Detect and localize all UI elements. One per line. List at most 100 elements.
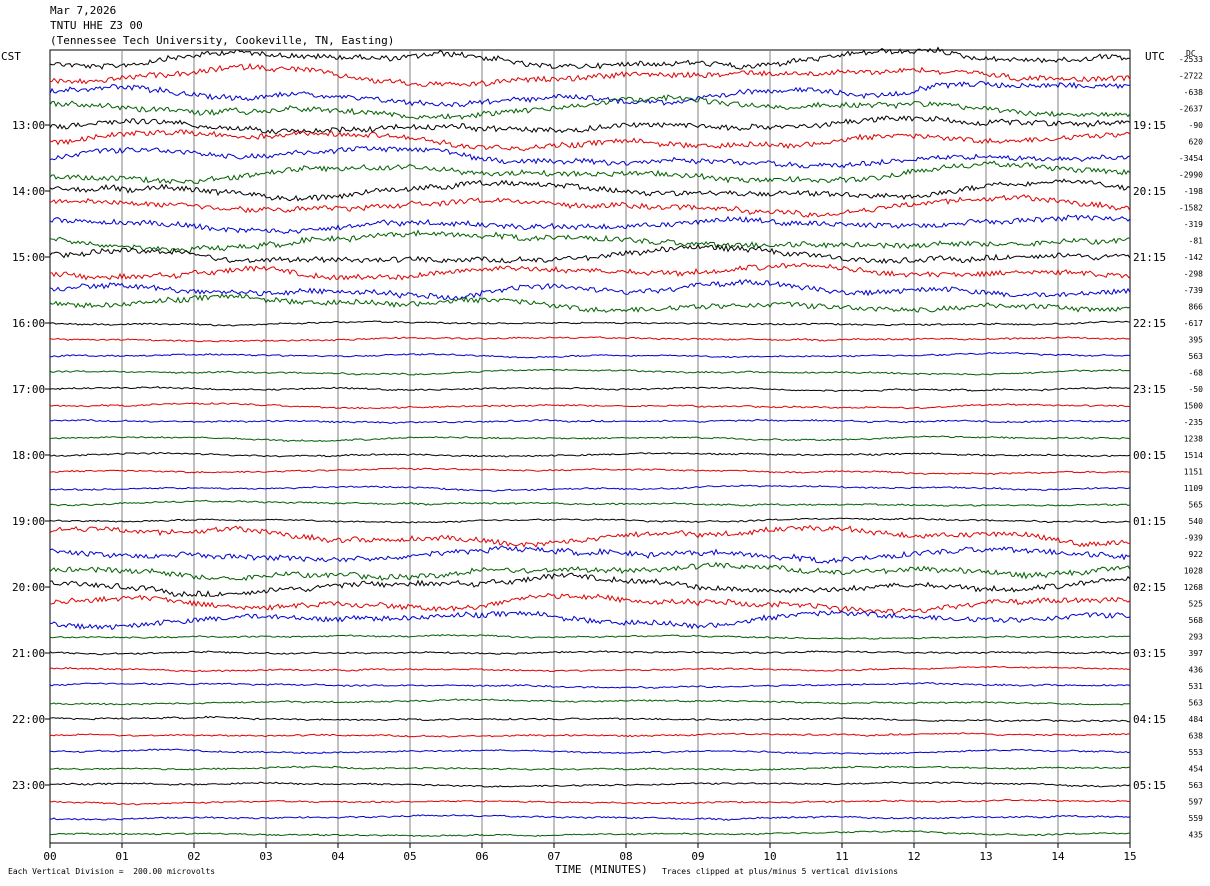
cst-hour-label: 20:00 [12,581,45,594]
x-tick-label: 06 [475,850,488,863]
x-tick-label: 14 [1051,850,1065,863]
seismic-trace [49,279,1131,301]
seismic-trace [49,650,1131,656]
seismic-trace [49,320,1131,327]
utc-hour-label: 23:15 [1133,383,1166,396]
dc-offset-label: -617 [1184,319,1203,328]
dc-offset-label: -2637 [1179,105,1203,114]
seismic-trace [49,765,1131,771]
x-tick-label: 03 [259,850,272,863]
dc-offset-label: 1514 [1184,451,1203,460]
seismic-trace [49,46,1131,70]
dc-offset-label: 563 [1189,781,1204,790]
seismic-trace [49,561,1131,582]
dc-offset-label: -2533 [1179,55,1203,64]
x-tick-label: 02 [187,850,200,863]
seismic-trace [49,386,1131,393]
seismic-trace [49,572,1131,598]
seismic-trace [49,610,1131,631]
utc-hour-label: 04:15 [1133,713,1166,726]
x-tick-label: 04 [331,850,345,863]
utc-hour-label: 19:15 [1133,119,1166,132]
seismic-trace [49,80,1131,108]
utc-hour-label: 03:15 [1133,647,1166,660]
x-tick-label: 00 [43,850,56,863]
vertical-division-note: Each Vertical Division = 200.00 microvol… [8,867,216,876]
dc-offset-label: 563 [1189,352,1204,361]
cst-hour-label: 15:00 [12,251,45,264]
x-tick-label: 01 [115,850,128,863]
seismic-trace [49,129,1131,152]
dc-offset-label: 620 [1189,138,1204,147]
dc-offset-label: 866 [1189,303,1204,312]
seismic-trace [49,115,1131,135]
cst-hour-label: 16:00 [12,317,45,330]
x-tick-label: 10 [763,850,776,863]
dc-offset-label: -142 [1184,253,1203,262]
dc-offset-label: -198 [1184,187,1203,196]
seismic-trace [50,451,1131,458]
seismic-trace [49,194,1131,218]
right-timezone-label: UTC [1145,50,1165,63]
dc-offset-label: -81 [1189,237,1204,246]
seismic-trace [49,214,1131,235]
seismic-trace [49,262,1131,281]
seismic-trace [49,517,1131,524]
x-tick-label: 08 [619,850,632,863]
dc-offset-label: -2722 [1179,72,1203,81]
cst-hour-label: 23:00 [12,779,45,792]
dc-offset-label: 531 [1189,682,1204,691]
seismic-trace [49,178,1131,202]
dc-offset-label: 922 [1189,550,1204,559]
seismic-trace [49,748,1131,755]
clipping-note: Traces clipped at plus/minus 5 vertical … [662,867,899,876]
dc-offset-label: 525 [1189,600,1204,609]
dc-offset-label: 1151 [1184,468,1203,477]
dc-offset-label: 454 [1189,765,1204,774]
dc-offset-label: 553 [1189,748,1204,757]
dc-offset-label: 395 [1189,336,1204,345]
seismic-trace [49,781,1131,788]
seismic-trace [49,592,1131,615]
seismic-trace [49,94,1131,120]
x-axis-label: TIME (MINUTES) [555,863,648,876]
dc-offset-label: -638 [1184,88,1203,97]
seismic-trace [49,484,1131,492]
seismic-trace [49,732,1131,738]
seismic-trace [49,402,1131,410]
dc-offset-label: -3454 [1179,154,1203,163]
cst-hour-label: 22:00 [12,713,45,726]
utc-hour-label: 05:15 [1133,779,1166,792]
plot-frame [49,49,1131,844]
utc-hour-label: 02:15 [1133,581,1166,594]
dc-offset-label: -50 [1189,385,1204,394]
x-tick-label: 11 [835,850,848,863]
seismic-trace [49,830,1131,838]
x-tick-label: 09 [691,850,704,863]
seismic-trace [49,229,1131,254]
dc-offset-label: 565 [1189,501,1204,510]
dc-offset-label: 293 [1189,633,1204,642]
seismic-trace [49,798,1131,806]
cst-hour-label: 21:00 [12,647,45,660]
seismic-trace [49,435,1131,442]
cst-hour-label: 14:00 [12,185,45,198]
utc-hour-label: 21:15 [1133,251,1166,264]
dc-offset-label: -298 [1184,270,1203,279]
x-tick-label: 07 [547,850,560,863]
seismic-trace [49,634,1131,640]
cst-hour-label: 13:00 [12,119,45,132]
dc-offset-label: 397 [1189,649,1204,658]
dc-offset-label: 1109 [1184,484,1203,493]
dc-offset-label: -1582 [1179,204,1203,213]
seismic-trace [49,243,1131,264]
utc-hour-label: 01:15 [1133,515,1166,528]
dc-offset-label: 1500 [1184,402,1203,411]
utc-hour-label: 20:15 [1133,185,1166,198]
dc-offset-label: 597 [1189,798,1204,807]
station-code: TNTU HHE Z3 00 [50,19,143,32]
seismic-trace [49,499,1131,507]
seismic-trace [49,681,1131,689]
x-tick-label: 12 [907,850,920,863]
